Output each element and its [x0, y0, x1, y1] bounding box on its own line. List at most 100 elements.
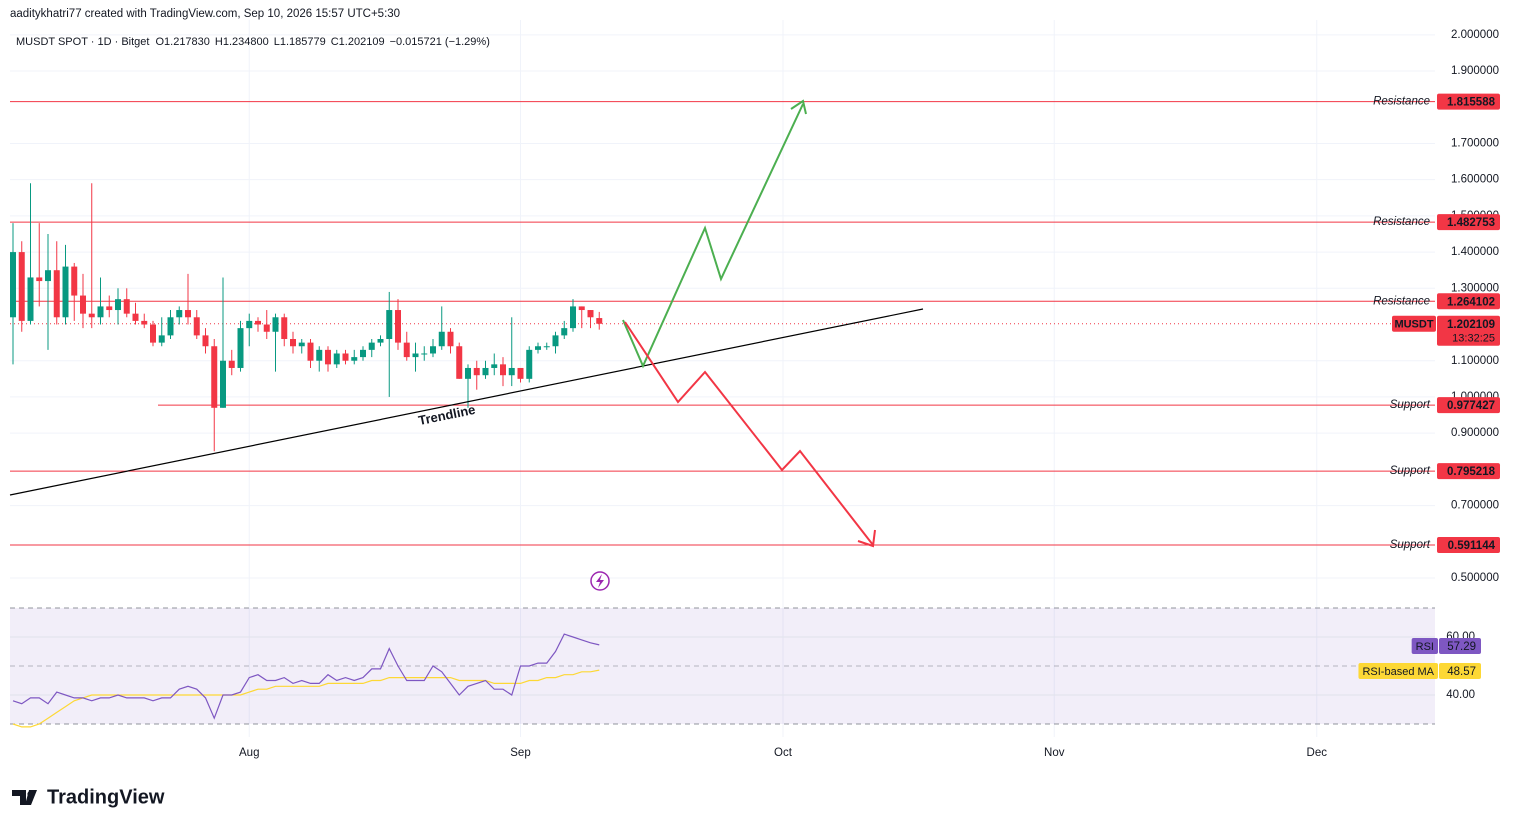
- rsi-name-badge: [1358, 663, 1438, 679]
- candle-body: [482, 367, 489, 376]
- level-value: 0.977427: [1447, 400, 1495, 412]
- rsi-value-badge: [1439, 638, 1481, 654]
- candle-body: [53, 270, 60, 318]
- level-badge: [1437, 536, 1500, 553]
- candle-body: [491, 364, 498, 368]
- candle-body: [552, 335, 559, 347]
- candle-body: [18, 252, 25, 321]
- level-label: Resistance: [1373, 96, 1430, 108]
- candle-body: [561, 328, 568, 336]
- candle-body: [272, 317, 279, 332]
- levels: Resistance Resistance Resistance Support Sup…: [10, 96, 1435, 551]
- level-value: 1.482753: [1447, 217, 1495, 229]
- x-tick-label: Aug: [239, 747, 259, 759]
- candle-body: [403, 342, 410, 358]
- candle-body: [88, 313, 95, 318]
- level-value: 0.591144: [1448, 540, 1496, 552]
- candles: [10, 183, 603, 452]
- brand-logo: TradingView: [12, 786, 165, 808]
- candle-body: [368, 342, 375, 350]
- y-tick-label: 1.300000: [1451, 282, 1499, 294]
- brand-name: TradingView: [47, 786, 165, 808]
- candle-body: [80, 295, 86, 314]
- candle-body: [237, 328, 244, 368]
- y-tick-label: 0.500000: [1451, 572, 1499, 584]
- y-tick-label: 0.900000: [1451, 427, 1499, 439]
- level-badge: [1437, 214, 1500, 231]
- grid: [10, 20, 1435, 737]
- rsi-line: [12, 633, 600, 720]
- candle-body: [412, 353, 419, 358]
- candle-body: [123, 299, 130, 314]
- level-label: Resistance: [1373, 216, 1430, 228]
- rsi-tick-label: 40.00: [1446, 689, 1475, 701]
- candle-body: [211, 346, 218, 408]
- candle-body: [500, 364, 506, 376]
- candle-body: [71, 266, 78, 296]
- candle-body: [570, 306, 576, 329]
- candle-body: [263, 324, 270, 332]
- candle-body: [543, 346, 550, 348]
- level-label: Resistance: [1373, 295, 1430, 307]
- candle-body: [421, 353, 428, 355]
- candle-body: [351, 357, 358, 361]
- y-tick-label: 1.400000: [1451, 246, 1499, 258]
- candle-body: [596, 318, 603, 324]
- candle-body: [132, 313, 139, 321]
- candle-body: [202, 335, 209, 347]
- candle-body: [115, 299, 121, 311]
- level-badge: [1437, 397, 1500, 414]
- y-tick-label: 2.000000: [1451, 29, 1499, 41]
- candle-body: [246, 320, 253, 329]
- ohlc-change: −0.015721 (−1.29%): [390, 36, 490, 48]
- candle-body: [438, 331, 445, 347]
- candle-body: [342, 353, 349, 361]
- ohlc-value: C1.202109: [331, 36, 385, 48]
- candle-body: [447, 331, 454, 347]
- candle-body: [430, 346, 436, 354]
- level-label: Support: [1390, 399, 1431, 411]
- event-icon-bolt: [596, 574, 604, 588]
- candle-body: [465, 367, 471, 379]
- rsi-name-badge: [1411, 638, 1438, 654]
- rsi-legend-name: RSI: [1416, 641, 1434, 653]
- candle-body: [255, 320, 261, 325]
- y-tick-label: 0.700000: [1451, 500, 1499, 512]
- candle-body: [176, 310, 183, 318]
- price-value: 1.202109: [1447, 319, 1495, 331]
- candle-body: [377, 339, 384, 343]
- level-badge: [1437, 463, 1500, 480]
- candle-body: [473, 367, 480, 376]
- ohlc-value: L1.185779: [274, 36, 326, 48]
- bullish-projection: [622, 103, 804, 369]
- level-label: Support: [1390, 465, 1431, 477]
- candle-body: [36, 277, 43, 282]
- y-tick-label: 1.600000: [1451, 174, 1499, 186]
- candle-body: [456, 346, 463, 379]
- x-tick-label: Sep: [510, 747, 530, 759]
- candle-body: [517, 367, 524, 379]
- candle-body: [167, 317, 174, 336]
- candle-body: [307, 342, 314, 361]
- rsi-value-badge: [1439, 663, 1481, 679]
- level-badge: [1437, 93, 1500, 110]
- candle-body: [587, 310, 594, 318]
- candle-body: [298, 342, 305, 347]
- candle-body: [10, 252, 16, 318]
- price-badge: [1437, 315, 1500, 346]
- level-value: 1.815588: [1447, 97, 1496, 109]
- level-badge: [1437, 293, 1500, 310]
- watermark: aaditykhatri77 created with TradingView.…: [10, 8, 400, 20]
- x-tick-label: Oct: [774, 747, 793, 759]
- rsi-legend-name: RSI-based MA: [1362, 666, 1434, 678]
- candle-body: [106, 306, 113, 311]
- candle-body: [27, 277, 34, 321]
- rsi-value: 57.29: [1447, 641, 1476, 653]
- candle-body: [360, 349, 366, 358]
- x-tick-label: Nov: [1044, 747, 1065, 759]
- rsi-line: [12, 669, 600, 728]
- candle-body: [193, 317, 200, 336]
- y-tick-label: 1.900000: [1451, 65, 1499, 77]
